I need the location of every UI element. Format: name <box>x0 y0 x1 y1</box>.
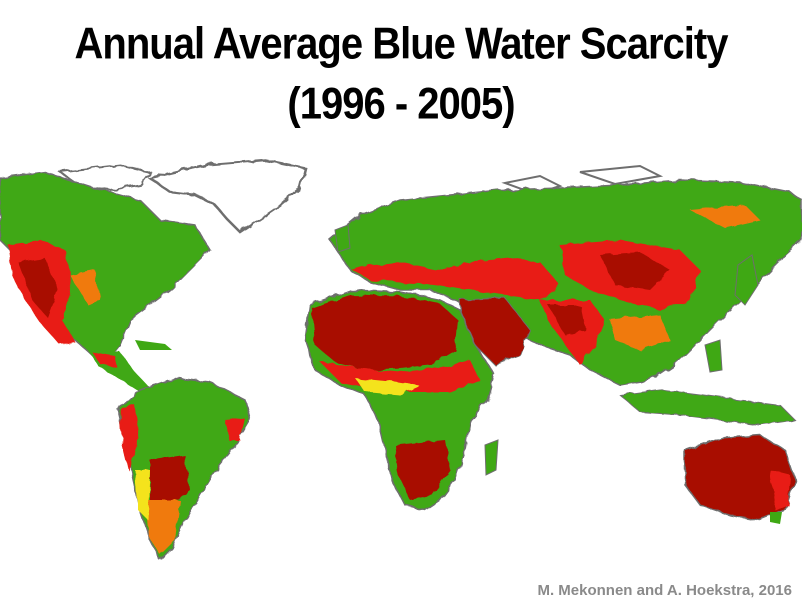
map-credit: M. Mekonnen and A. Hoekstra, 2016 <box>537 582 792 599</box>
australia <box>684 434 796 521</box>
world-scarcity-map <box>0 158 802 562</box>
map-subtitle-years: (1996 - 2005) <box>287 79 515 129</box>
greenland <box>146 158 307 234</box>
maritime-asia <box>618 389 797 426</box>
eurasia <box>329 179 802 386</box>
map-title: Annual Average Blue Water Scarcity <box>74 19 729 69</box>
